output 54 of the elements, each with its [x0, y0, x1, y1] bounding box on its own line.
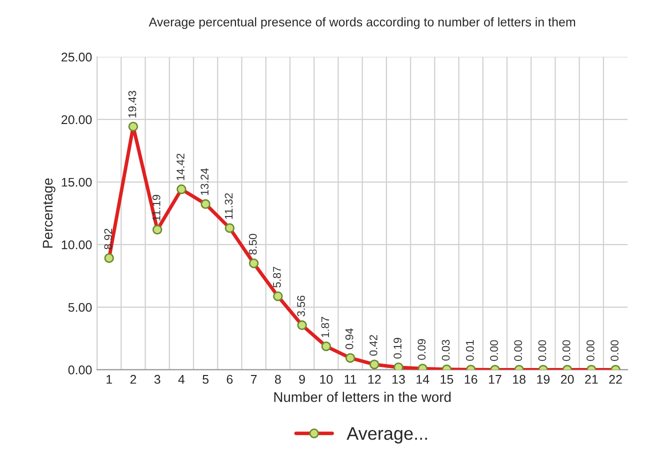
x-tick-label: 5 [202, 375, 209, 384]
data-label: 0.94 [345, 328, 354, 350]
data-label: 13.24 [200, 168, 209, 195]
x-tick-label: 4 [178, 375, 185, 384]
data-label: 0.00 [586, 340, 594, 361]
x-tick-label: 10 [320, 374, 333, 384]
data-label: 0.42 [369, 335, 378, 356]
y-tick-label: 0.00 [68, 366, 92, 374]
x-tick-label: 19 [537, 374, 550, 384]
data-label: 11.19 [152, 194, 160, 221]
data-label: 14.42 [176, 154, 184, 180]
y-tick-label: 5.00 [68, 302, 92, 312]
x-tick-label: 22 [609, 374, 622, 384]
chart-title: Average percentual presence of words according to number of letters in them [148, 17, 576, 29]
y-axis-title: Percentage [42, 178, 56, 248]
x-tick-label: 15 [440, 375, 454, 384]
y-tick-label: 10.00 [62, 240, 92, 250]
data-label: 0.01 [466, 340, 474, 361]
x-tick-label: 20 [560, 374, 574, 384]
data-label: 0.00 [490, 340, 498, 361]
x-tick-label: 7 [250, 375, 257, 384]
data-label: 0.00 [562, 340, 570, 361]
x-tick-label: 14 [416, 375, 430, 384]
data-label: 0.00 [514, 340, 522, 361]
legend-label: Average... [346, 427, 427, 444]
x-tick-label: 1 [106, 375, 112, 384]
data-label: 0.19 [394, 338, 402, 359]
y-tick-label: 15.00 [62, 178, 92, 187]
data-label: 0.03 [442, 340, 450, 361]
x-tick-label: 11 [344, 375, 356, 384]
x-axis-title: Number of letters in the word [274, 392, 451, 402]
x-tick-label: 17 [488, 375, 502, 384]
x-tick-label: 12 [368, 374, 381, 384]
y-tick-label: 20.00 [62, 115, 92, 124]
x-tick-label: 8 [274, 374, 281, 384]
data-label: 11.32 [224, 193, 233, 219]
data-label: 3.56 [297, 296, 306, 316]
data-label: 0.00 [538, 340, 546, 361]
data-label: 8.50 [248, 234, 257, 255]
data-label: 19.43 [128, 90, 136, 118]
x-tick-label: 16 [464, 374, 478, 384]
data-label: 5.87 [273, 266, 281, 288]
x-tick-label: 3 [154, 374, 160, 384]
data-label: 8.92 [104, 228, 112, 250]
x-tick-label: 13 [392, 374, 405, 384]
x-tick-label: 9 [299, 374, 305, 384]
y-tick-label: 25.00 [62, 52, 92, 62]
data-label: 0.09 [418, 339, 426, 360]
data-label: 1.87 [321, 316, 330, 338]
data-label: 0.00 [610, 340, 619, 361]
x-tick-label: 18 [513, 374, 526, 384]
x-tick-label: 6 [226, 374, 233, 384]
x-tick-label: 2 [130, 374, 136, 384]
x-tick-label: 21 [585, 374, 598, 384]
